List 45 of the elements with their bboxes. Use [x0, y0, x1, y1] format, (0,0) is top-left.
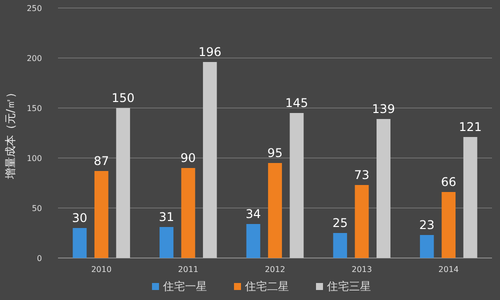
bar [116, 108, 130, 258]
bar [442, 192, 456, 258]
legend-label: 住宅二星 [245, 280, 289, 293]
data-label: 34 [246, 207, 261, 221]
y-tick-label: 100 [26, 154, 42, 163]
y-tick-label: 200 [26, 54, 42, 63]
bar [376, 119, 390, 258]
bar [181, 168, 196, 258]
data-label: 139 [372, 102, 395, 116]
data-label: 150 [112, 91, 135, 105]
x-tick-label: 2014 [438, 265, 459, 274]
y-tick-label: 250 [26, 4, 42, 13]
bar [72, 228, 87, 258]
data-label: 73 [354, 168, 370, 182]
bar [246, 224, 260, 258]
data-label: 31 [158, 210, 174, 224]
legend-label: 住宅三星 [327, 280, 371, 293]
data-label: 90 [180, 151, 196, 165]
x-tick-label: 2010 [91, 265, 112, 274]
data-label: 121 [458, 120, 482, 134]
y-tick-label: 0 [36, 254, 42, 263]
bar [160, 227, 174, 258]
data-label: 66 [440, 175, 456, 189]
bar [463, 137, 478, 258]
legend-label: 住宅一星 [163, 280, 207, 293]
data-label: 95 [267, 146, 283, 160]
data-label: 30 [72, 211, 88, 225]
data-label: 196 [198, 45, 222, 59]
bar [202, 62, 217, 258]
x-tick-label: 2011 [178, 265, 198, 274]
bar [94, 171, 108, 258]
y-axis-title: 增量成本（元/㎡） [4, 87, 17, 180]
bar [420, 235, 434, 258]
data-label: 23 [419, 218, 435, 232]
bar [333, 233, 348, 258]
bar [354, 185, 369, 258]
x-tick-label: 2013 [352, 265, 372, 274]
bar [290, 113, 304, 258]
data-label: 25 [332, 216, 348, 230]
x-tick-label: 2012 [264, 265, 286, 274]
data-label: 145 [285, 96, 308, 110]
y-tick-label: 50 [32, 204, 42, 213]
y-tick-label: 150 [26, 104, 42, 113]
data-label: 87 [94, 154, 110, 168]
bar [268, 163, 282, 258]
